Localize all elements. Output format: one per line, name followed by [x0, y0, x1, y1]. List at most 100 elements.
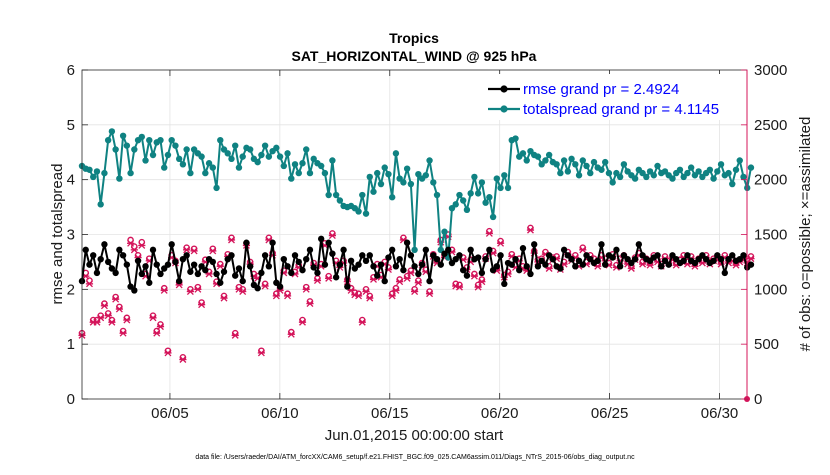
- rmse-point: [168, 241, 175, 248]
- totalspread-point: [179, 161, 187, 168]
- rmse-point: [478, 269, 486, 277]
- y-tick-label-left: 1: [67, 336, 75, 353]
- rmse-point: [710, 257, 717, 265]
- obs-assimilated-marker: [179, 356, 187, 363]
- rmse-point: [284, 263, 291, 270]
- rmse-point: [291, 252, 299, 259]
- totalspread-point: [676, 166, 684, 173]
- rmse-point: [613, 246, 620, 254]
- totalspread-point: [650, 172, 657, 179]
- rmse-point: [579, 261, 586, 268]
- totalspread-point: [583, 162, 590, 170]
- rmse-point: [474, 254, 482, 261]
- totalspread-point: [587, 169, 594, 177]
- obs-assimilated-marker: [257, 349, 265, 357]
- totalspread-point: [164, 151, 172, 159]
- rmse-point: [729, 252, 736, 259]
- totalspread-point: [377, 180, 385, 188]
- obs-assimilated-marker: [474, 283, 482, 291]
- rmse-point: [97, 255, 104, 263]
- rmse-point: [684, 252, 691, 259]
- totalspread-point: [187, 169, 194, 177]
- x-tick-label: 06/10: [261, 405, 299, 422]
- totalspread-point: [101, 169, 108, 177]
- rmse-point: [101, 241, 108, 248]
- totalspread-point: [280, 162, 288, 170]
- y-tick-label-right: 0: [754, 391, 762, 408]
- legend-marker-totalspread: [500, 105, 508, 113]
- rmse-point: [519, 245, 527, 252]
- totalspread-point: [564, 168, 572, 175]
- rmse-point: [123, 261, 131, 268]
- rmse-point: [321, 261, 329, 268]
- totalspread-point: [108, 128, 116, 135]
- rmse-series: [78, 235, 755, 294]
- totalspread-point: [602, 158, 609, 166]
- totalspread-point: [426, 157, 433, 164]
- rmse-point: [486, 246, 493, 254]
- totalspread-point: [329, 157, 336, 164]
- totalspread-point: [433, 191, 441, 199]
- rmse-point: [86, 261, 93, 268]
- obs-assimilated-marker: [747, 255, 755, 263]
- rmse-point: [512, 255, 519, 263]
- totalspread-point: [478, 179, 486, 186]
- obs-assimilated-marker: [119, 329, 127, 337]
- obs-assimilated-marker: [160, 286, 168, 294]
- rmse-point: [370, 263, 377, 270]
- rmse-point: [280, 255, 288, 263]
- rmse-point: [317, 235, 325, 243]
- totalspread-point: [157, 136, 164, 144]
- rmse-point: [104, 258, 112, 266]
- totalspread-point: [209, 164, 217, 171]
- totalspread-point: [717, 161, 725, 168]
- rmse-point: [108, 265, 116, 272]
- obs-assimilated-marker: [190, 247, 198, 255]
- totalspread-point: [198, 153, 205, 160]
- chart-subtitle: SAT_HORIZONTAL_WIND @ 925 hPa: [292, 48, 537, 64]
- rmse-point: [527, 270, 534, 278]
- obs-assimilated-marker: [388, 292, 396, 300]
- rmse-point: [276, 283, 284, 290]
- y-tick-label-left: 0: [67, 391, 75, 408]
- rmse-point: [142, 263, 149, 270]
- obs-assimilated-marker: [209, 247, 217, 255]
- rmse-point: [172, 258, 179, 266]
- rmse-point: [400, 266, 407, 274]
- y-tick-label-right: 500: [754, 336, 779, 353]
- rmse-point: [332, 274, 340, 281]
- legend: rmse grand pr = 2.4924 totalspread grand…: [485, 74, 743, 120]
- obs-assimilated-marker: [414, 279, 422, 287]
- totalspread-point: [149, 151, 157, 159]
- obs-assimilated-marker: [403, 274, 411, 282]
- totalspread-point: [224, 150, 231, 157]
- rmse-point: [232, 272, 239, 279]
- totalspread-point: [355, 208, 362, 215]
- rmse-point: [202, 266, 209, 274]
- legend-marker-rmse: [500, 85, 508, 93]
- totalspread-point: [489, 213, 497, 221]
- y-axis-label-left: rmse and totalspread: [49, 164, 66, 305]
- x-tick-label: 06/25: [591, 405, 629, 422]
- totalspread-point: [205, 160, 213, 167]
- rmse-point: [594, 257, 601, 265]
- rmse-point: [549, 255, 557, 263]
- obs-assimilated-marker: [261, 282, 269, 290]
- rmse-point: [119, 252, 127, 259]
- y-tick-label-right: 1500: [754, 227, 787, 244]
- totalspread-point: [415, 170, 422, 178]
- rmse-point: [344, 283, 351, 290]
- rmse-point: [422, 246, 430, 254]
- tick-layer: 06/05 06/10 06/15 06/20 06/25 06/30 0 1 2 3 4 5 6 0 50…: [67, 62, 788, 422]
- totalspread-point: [381, 164, 388, 171]
- rmse-point: [175, 277, 183, 285]
- obs-assimilated-marker: [478, 278, 486, 286]
- rmse-point: [138, 270, 145, 278]
- obs-assimilated-marker: [526, 226, 535, 234]
- rmse-point: [523, 263, 530, 270]
- totalspread-point: [317, 162, 325, 170]
- rmse-point: [437, 261, 444, 268]
- rmse-point: [501, 280, 508, 288]
- rmse-point: [220, 268, 228, 275]
